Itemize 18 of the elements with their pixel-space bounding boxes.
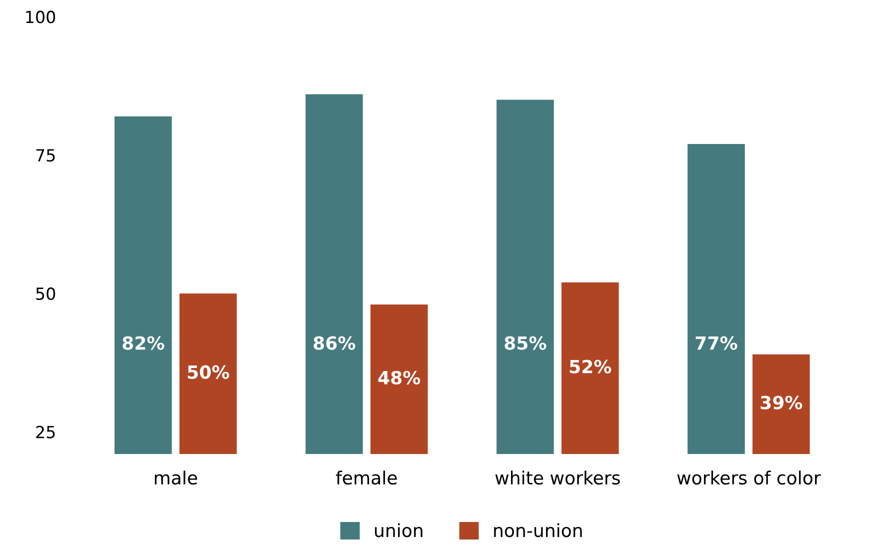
data-label: 39% bbox=[760, 396, 802, 410]
data-label: 85% bbox=[504, 336, 546, 350]
y-tick-label: 50 bbox=[36, 287, 56, 300]
y-tick-label: 100 bbox=[26, 10, 56, 24]
data-label: 48% bbox=[378, 370, 420, 384]
data-label: 50% bbox=[188, 365, 230, 379]
data-label: 52% bbox=[570, 360, 612, 374]
legend-label: non-union bbox=[494, 523, 582, 538]
x-tick-label: male bbox=[154, 470, 198, 485]
data-label: 77% bbox=[696, 336, 738, 350]
legend-label: union bbox=[375, 523, 422, 538]
x-tick-label: female bbox=[336, 470, 397, 485]
y-tick-label: 25 bbox=[36, 426, 55, 438]
data-label: 86% bbox=[314, 336, 356, 350]
x-tick-label: workers of color bbox=[677, 470, 821, 485]
x-tick-label: white workers bbox=[495, 470, 620, 485]
data-label: 82% bbox=[122, 336, 164, 350]
y-tick-label: 75 bbox=[36, 149, 55, 162]
